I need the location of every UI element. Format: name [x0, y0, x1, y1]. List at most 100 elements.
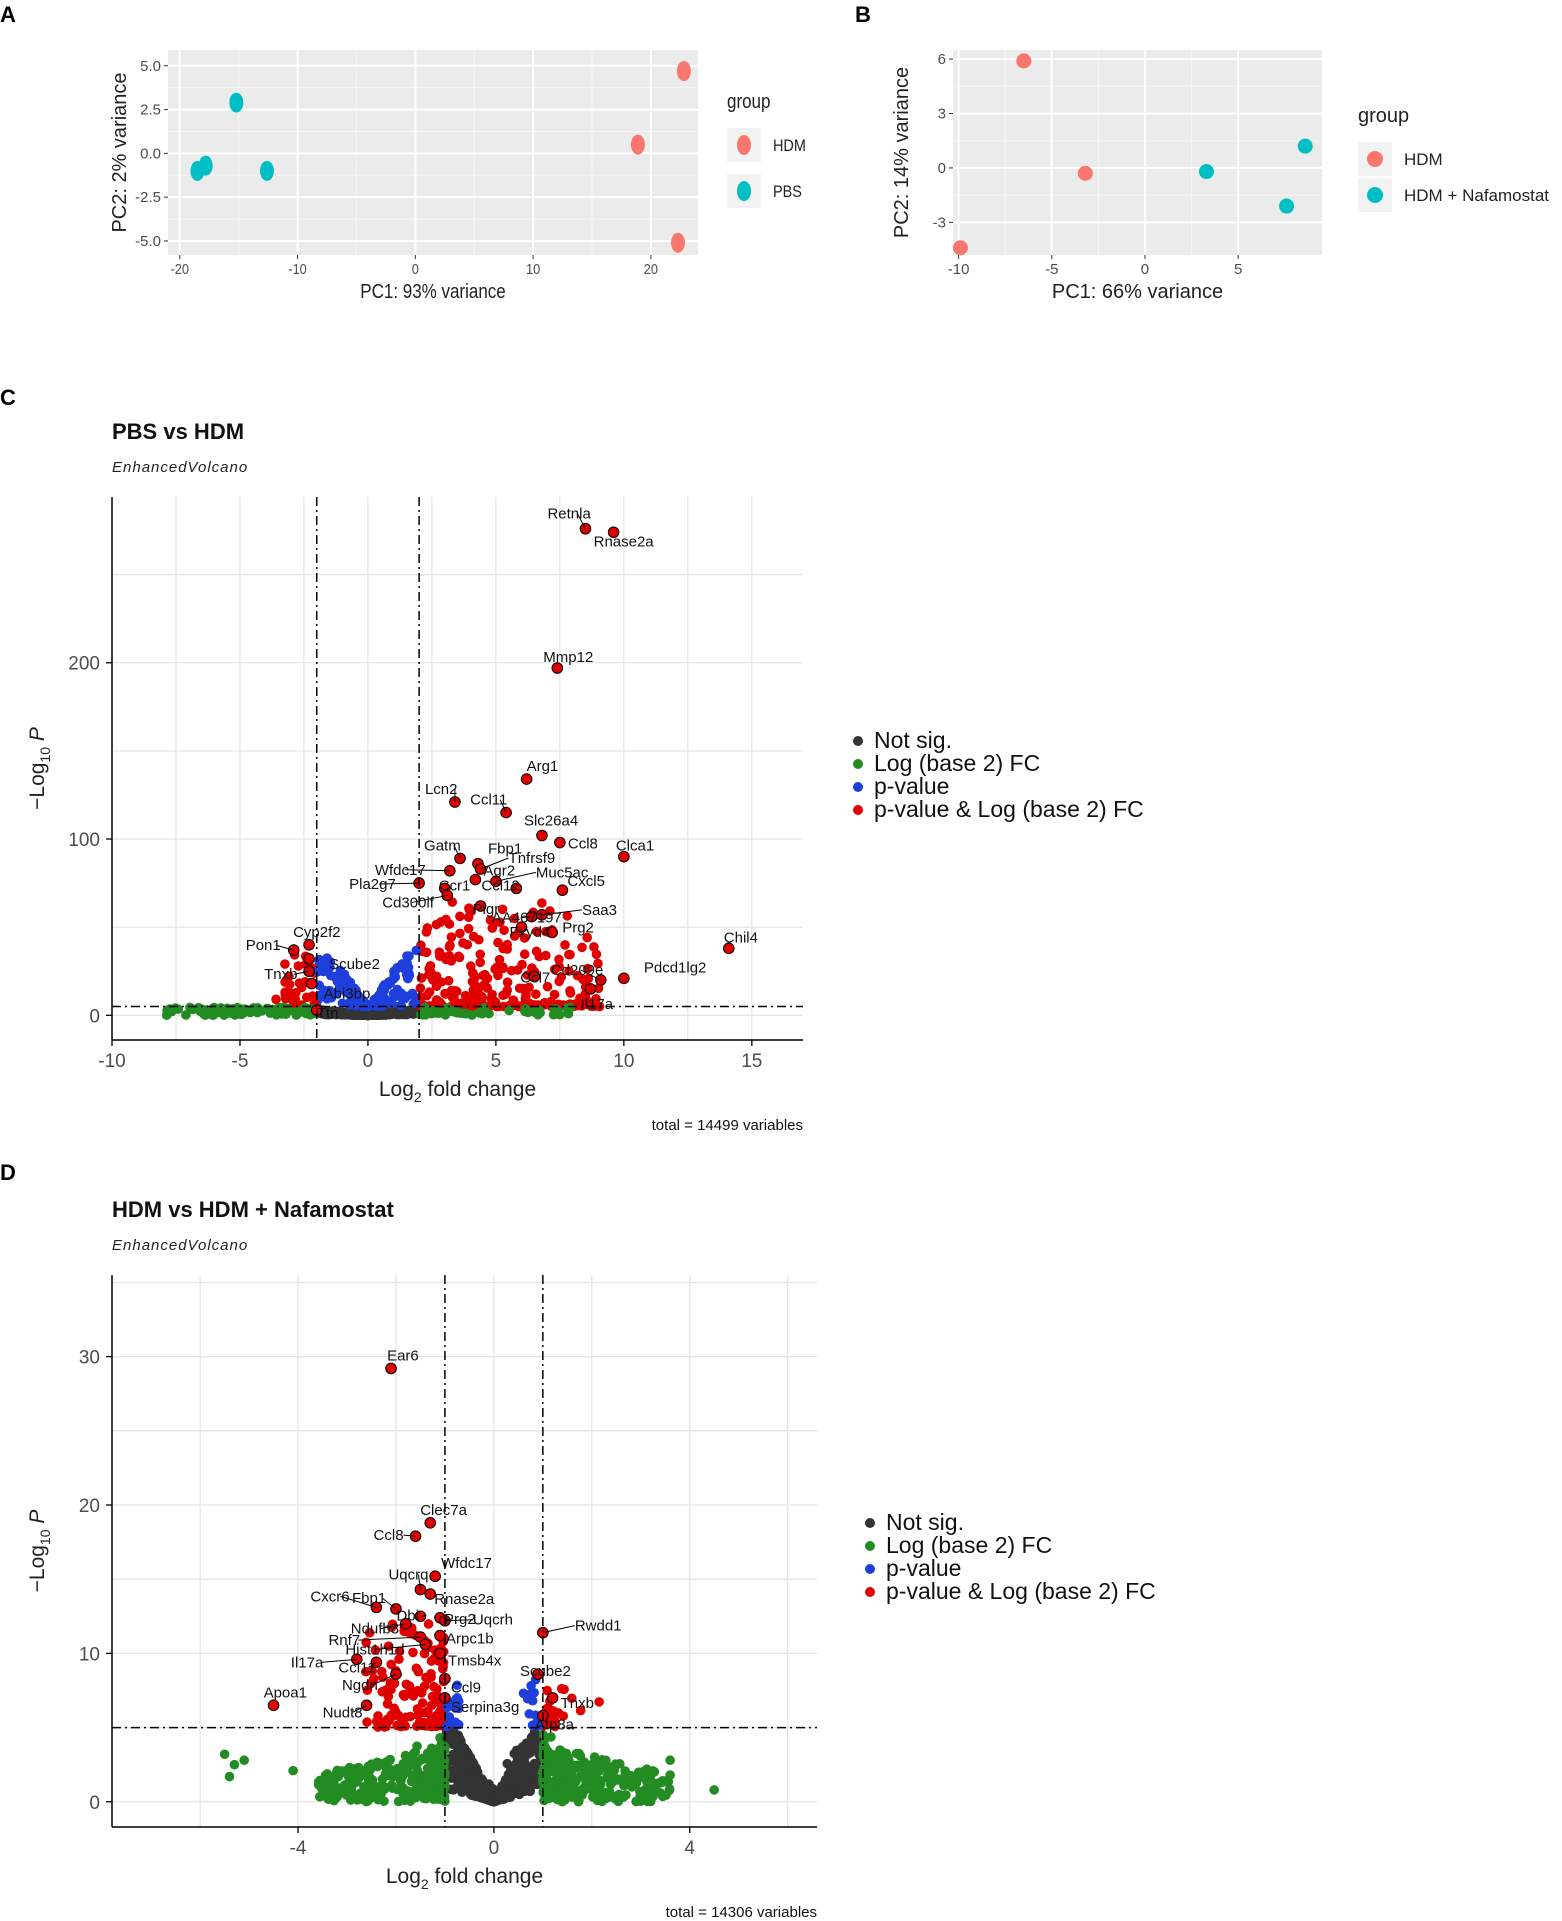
- legend-label: p-value: [874, 773, 949, 799]
- data-point: [417, 1698, 428, 1708]
- data-point: [531, 1759, 541, 1769]
- data-point: [440, 1010, 451, 1020]
- plot-subtitle: EnhancedVolcano: [112, 459, 248, 476]
- legend-label: HDM: [1404, 150, 1443, 169]
- gene-label: Prg2: [562, 919, 594, 936]
- data-point: [373, 1711, 383, 1721]
- gene-label: Rnase2a: [434, 1591, 495, 1608]
- data-point: [575, 1705, 586, 1716]
- data-point: [386, 1710, 396, 1720]
- gene-label: Pigr: [473, 901, 500, 918]
- gene-point: [385, 1362, 397, 1375]
- data-point: [410, 998, 421, 1009]
- data-point: [607, 1777, 618, 1787]
- data-point: [444, 942, 455, 952]
- gene-label: Ttn: [317, 1005, 339, 1022]
- legend-point: [865, 1587, 875, 1597]
- data-point: [526, 1732, 537, 1743]
- data-point: [443, 975, 454, 986]
- gene-label: Hist1h1d: [345, 1641, 404, 1658]
- data-point: [492, 1791, 503, 1802]
- data-point: [565, 949, 575, 960]
- data-point: [340, 978, 350, 988]
- legend-title: group: [1358, 105, 1409, 127]
- data-point: [423, 1721, 434, 1731]
- data-point: [593, 958, 603, 969]
- data-point: [394, 1646, 405, 1657]
- data-point: [522, 1742, 533, 1753]
- data-point: [597, 1787, 608, 1797]
- data-point: [1297, 138, 1313, 154]
- data-point: [612, 1790, 623, 1801]
- data-point: [193, 1002, 204, 1013]
- data-point: [435, 1732, 445, 1743]
- gene-point: [618, 972, 630, 985]
- data-point: [434, 1706, 445, 1717]
- data-point: [564, 966, 574, 976]
- data-point: [521, 1782, 532, 1792]
- x-tick-label: -4: [290, 1838, 307, 1859]
- data-point: [1279, 198, 1295, 214]
- gene-label: Rwdd1: [575, 1618, 622, 1635]
- data-point: [325, 970, 336, 981]
- gene-label: Chil4: [724, 929, 758, 946]
- gene-label: Mmp12: [543, 649, 593, 666]
- y-tick-label: 5.0: [140, 58, 161, 75]
- volcano-plot-d: HDM vs HDM + Nafamostat EnhancedVolcano Ea…: [26, 1197, 1156, 1921]
- data-point: [592, 1795, 603, 1806]
- x-tick-label: 0: [1141, 261, 1149, 278]
- gene-label: Saa3: [582, 902, 617, 919]
- data-point: [432, 1684, 442, 1694]
- data-point: [665, 1770, 675, 1780]
- data-point: [331, 1007, 342, 1017]
- data-point: [301, 992, 312, 1003]
- data-point: [364, 1627, 375, 1638]
- data-point: [425, 1750, 436, 1761]
- gene-label: Cxcl5: [567, 873, 605, 890]
- legend-point: [865, 1541, 875, 1551]
- gene-label: Slc26a4: [524, 812, 578, 829]
- gene-connector: [453, 845, 461, 859]
- plot-panel: [953, 50, 1322, 255]
- legend-point: [853, 805, 863, 815]
- legend-label: p-value & Log (base 2) FC: [886, 1578, 1156, 1604]
- gene-point: [584, 983, 597, 995]
- gene-label: Cd300lf: [382, 894, 435, 911]
- x-tick-label: -10: [98, 1051, 125, 1072]
- gene-label: Clec7a: [420, 1502, 467, 1519]
- data-point: [508, 995, 519, 1005]
- x-tick-label: -5: [232, 1051, 249, 1072]
- data-point: [1198, 164, 1214, 180]
- data-point: [531, 926, 542, 937]
- data-point: [392, 1784, 403, 1795]
- y-axis-title: PC2: 2% variance: [109, 72, 131, 232]
- data-point: [379, 1796, 389, 1806]
- data-point: [462, 939, 473, 950]
- data-point: [486, 993, 496, 1004]
- data-point: [549, 964, 560, 975]
- gene-point: [546, 926, 558, 939]
- gene-label: Apoa1: [264, 1684, 307, 1701]
- legend-point: [865, 1564, 875, 1574]
- x-tick-label: 5: [1234, 261, 1242, 278]
- panel-label-b: B: [855, 2, 871, 27]
- data-point: [379, 1784, 390, 1795]
- data-point: [562, 911, 573, 921]
- y-tick-label: 30: [79, 1348, 100, 1369]
- data-point: [412, 1741, 422, 1751]
- data-point: [362, 1717, 372, 1727]
- data-point: [436, 977, 447, 987]
- x-tick-label: 10: [613, 1051, 634, 1072]
- data-point: [353, 1773, 364, 1784]
- legend-label: Not sig.: [886, 1509, 964, 1535]
- data-point: [558, 1767, 568, 1777]
- gene-label: Ccl11: [338, 1659, 375, 1676]
- data-point: [509, 913, 520, 924]
- x-tick-label: 4: [684, 1838, 695, 1859]
- data-point: [465, 961, 476, 971]
- data-point: [284, 971, 294, 982]
- data-point: [499, 925, 509, 936]
- gene-point: [429, 1570, 441, 1583]
- data-point: [657, 1791, 668, 1802]
